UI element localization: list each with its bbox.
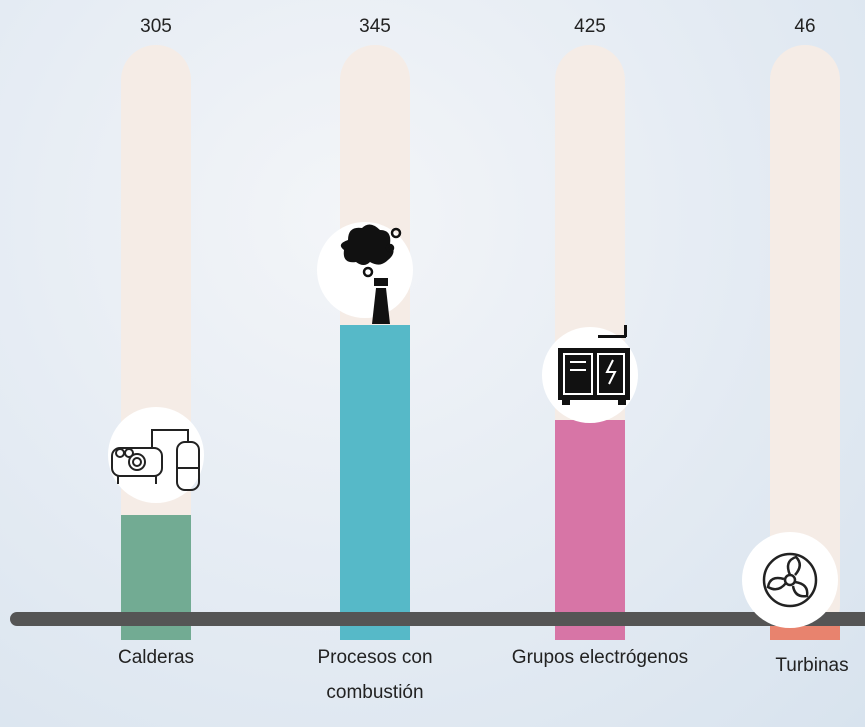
tracks (121, 45, 840, 640)
label: Calderas (118, 647, 194, 668)
icon-boiler (108, 407, 204, 503)
value: 425 (574, 16, 606, 37)
value: 345 (359, 16, 391, 37)
value: 305 (140, 16, 172, 37)
fill (340, 325, 410, 640)
icon-generator (542, 325, 638, 423)
icon-chimney (317, 222, 413, 324)
label: Grupos electrógenos (512, 647, 688, 668)
track (770, 45, 840, 640)
label: Turbinas (775, 655, 848, 676)
label: combustión (326, 682, 423, 703)
fills (121, 325, 840, 640)
baseline (10, 612, 865, 626)
label: Procesos con (317, 647, 432, 668)
icon-turbine (742, 532, 838, 628)
fill (555, 420, 625, 640)
fill (770, 625, 840, 640)
value: 46 (794, 16, 815, 37)
